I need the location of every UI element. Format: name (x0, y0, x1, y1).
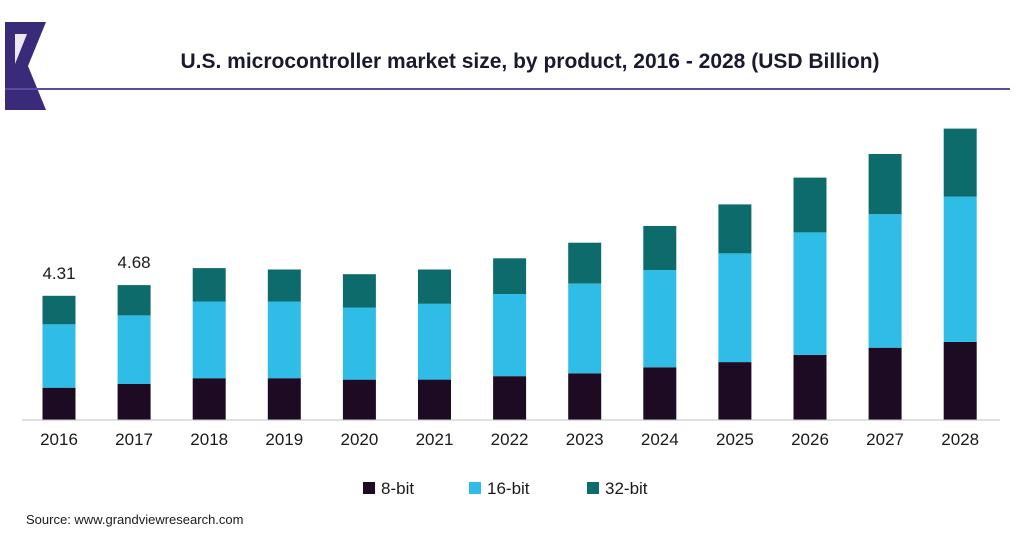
bar-segment-32-bit-2018 (192, 268, 226, 302)
bar-segment-32-bit-2024 (643, 226, 677, 271)
bar-segment-8-bit-2025 (718, 362, 752, 420)
bar-segment-32-bit-2022 (493, 258, 527, 294)
bar-segment-8-bit-2017 (117, 384, 151, 420)
x-tick-label-2017: 2017 (115, 430, 153, 449)
bar-segment-8-bit-2020 (342, 379, 376, 420)
bar-segment-16-bit-2024 (643, 270, 677, 368)
source-note: Source: www.grandviewresearch.com (26, 512, 243, 527)
bar-segment-8-bit-2028 (943, 341, 977, 420)
legend-label-32-bit: 32-bit (605, 479, 648, 498)
bar-segment-8-bit-2019 (267, 378, 301, 420)
x-tick-label-2022: 2022 (491, 430, 529, 449)
bar-segment-8-bit-2024 (643, 367, 677, 420)
brand-logo (5, 22, 46, 110)
bar-segment-32-bit-2021 (418, 269, 451, 304)
legend-swatch-8-bit (363, 482, 375, 494)
x-tick-label-2027: 2027 (866, 430, 904, 449)
bar-segment-16-bit-2023 (568, 283, 602, 374)
bar-segment-16-bit-2019 (267, 301, 301, 379)
bar-segment-16-bit-2018 (192, 301, 226, 379)
bar-segment-16-bit-2025 (718, 253, 752, 363)
x-tick-label-2024: 2024 (641, 430, 679, 449)
data-labels: 4.31 4.68 (42, 253, 150, 283)
bar-segment-16-bit-2020 (342, 307, 376, 380)
x-tick-label-2026: 2026 (791, 430, 829, 449)
bar-segment-8-bit-2023 (568, 373, 602, 420)
bar-segment-32-bit-2027 (868, 154, 902, 215)
data-label-2017: 4.68 (118, 253, 151, 272)
bar-segment-8-bit-2016 (42, 387, 76, 420)
x-tick-label-2016: 2016 (40, 430, 78, 449)
bar-segment-32-bit-2028 (943, 128, 977, 197)
bars-group (42, 128, 977, 420)
x-tick-label-2028: 2028 (941, 430, 979, 449)
bar-segment-32-bit-2026 (793, 177, 827, 233)
bar-segment-16-bit-2028 (943, 196, 977, 342)
legend-swatch-16-bit (469, 482, 481, 494)
legend-label-16-bit: 16-bit (487, 479, 530, 498)
bar-segment-32-bit-2017 (117, 285, 151, 316)
bar-segment-32-bit-2020 (342, 274, 376, 308)
bar-segment-16-bit-2022 (493, 294, 527, 377)
bar-segment-8-bit-2021 (418, 379, 451, 420)
bar-segment-32-bit-2023 (568, 242, 602, 284)
bar-segment-8-bit-2018 (192, 378, 226, 420)
x-tick-label-2021: 2021 (416, 430, 454, 449)
x-tick-label-2023: 2023 (566, 430, 604, 449)
bar-segment-8-bit-2026 (793, 354, 827, 420)
bar-segment-16-bit-2021 (418, 303, 451, 380)
bar-segment-16-bit-2017 (117, 315, 151, 384)
legend-swatch-32-bit (587, 482, 599, 494)
legend: 8-bit 16-bit 32-bit (363, 479, 648, 498)
bar-segment-32-bit-2019 (267, 269, 301, 302)
bar-segment-8-bit-2022 (493, 376, 527, 420)
data-label-2016: 4.31 (42, 264, 75, 283)
bar-segment-16-bit-2016 (42, 324, 76, 388)
x-tick-labels: 2016 2017 2018 2019 2020 2021 2022 2023 2024 2025… (40, 430, 979, 449)
x-tick-label-2018: 2018 (190, 430, 228, 449)
bar-segment-32-bit-2016 (42, 295, 76, 325)
bar-segment-32-bit-2025 (718, 204, 752, 254)
x-tick-label-2025: 2025 (716, 430, 754, 449)
chart-title: U.S. microcontroller market size, by pro… (180, 50, 879, 73)
x-tick-label-2020: 2020 (340, 430, 378, 449)
bar-segment-16-bit-2027 (868, 214, 902, 348)
bar-segment-16-bit-2026 (793, 232, 827, 355)
bar-segment-8-bit-2027 (868, 347, 902, 420)
legend-label-8-bit: 8-bit (381, 479, 414, 498)
x-tick-label-2019: 2019 (265, 430, 303, 449)
